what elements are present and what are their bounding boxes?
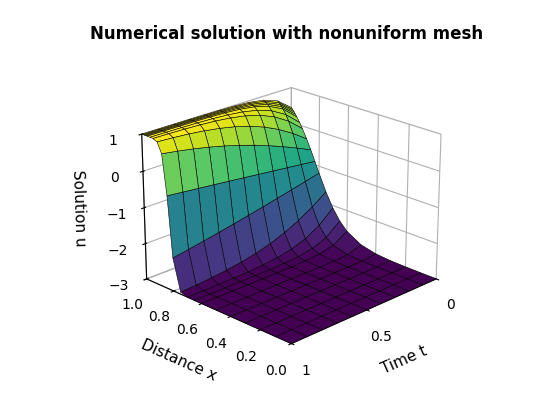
Y-axis label: Distance x: Distance x bbox=[139, 337, 219, 384]
X-axis label: Time t: Time t bbox=[379, 344, 429, 377]
Title: Numerical solution with nonuniform mesh: Numerical solution with nonuniform mesh bbox=[90, 25, 484, 43]
